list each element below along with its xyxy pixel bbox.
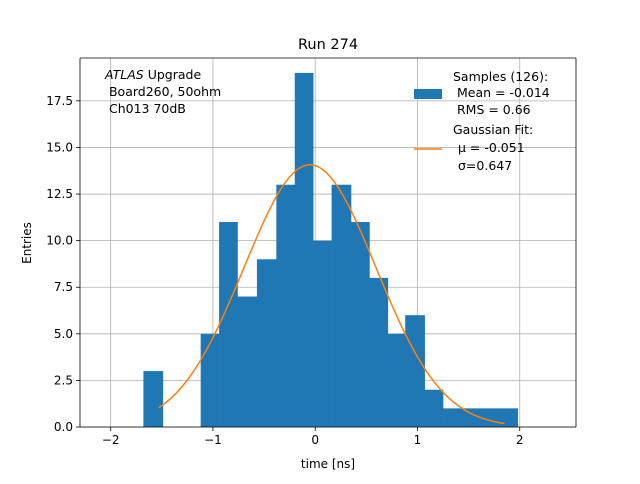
histogram-bar-7 (313, 240, 332, 427)
histogram-bar-6 (294, 72, 314, 427)
annotation-upgrade: Upgrade (144, 67, 202, 82)
y-tick-label-4: 10.0 (46, 234, 73, 248)
y-tick-label-1: 2.5 (54, 373, 73, 387)
y-tick-label-5: 12.5 (46, 187, 73, 201)
legend-histogram-swatch (414, 89, 442, 99)
histogram-bar-13 (424, 389, 444, 427)
x-tick-label-0: −2 (102, 433, 120, 447)
histogram-bar-4 (256, 259, 277, 427)
histogram-bar-8 (331, 184, 352, 427)
y-tick-label-0: 0.0 (54, 420, 73, 434)
legend-fit-label-line-2: μ = -0.051 (458, 140, 525, 155)
histogram-bar-1 (200, 333, 220, 427)
y-tick-label-3: 7.5 (54, 280, 73, 294)
legend-fit-label-line-1: Gaussian Fit: (453, 122, 533, 137)
x-tick-label-3: 1 (414, 433, 422, 447)
y-tick-label-7: 17.5 (46, 94, 73, 108)
histogram-bar-5 (276, 184, 296, 427)
histogram-bar-10 (369, 277, 389, 427)
y-axis-ticks: 0.0 2.5 5.0 7.5 10.0 12.5 15.0 17.5 (46, 94, 80, 434)
histogram-bar-2 (219, 222, 238, 427)
chart-title: Run 274 (298, 37, 358, 53)
annotation-atlas: ATLAS (104, 67, 144, 82)
legend: Samples (126): Mean = -0.014 RMS = 0.66 … (414, 69, 550, 173)
y-tick-label-2: 5.0 (54, 327, 73, 341)
x-tick-label-1: −1 (204, 433, 222, 447)
x-tick-label-2: 0 (311, 433, 319, 447)
y-axis-label: Entries (20, 222, 34, 264)
histogram-bar-3 (237, 296, 258, 427)
legend-histogram-label-line-2: Mean = -0.014 (453, 85, 550, 100)
x-axis-label: time [ns] (301, 457, 355, 471)
x-tick-label-4: 2 (516, 433, 524, 447)
axes-frame (79, 57, 577, 428)
info-annotation: ATLAS Upgrade Board260, 50ohm Ch013 70dB (104, 67, 221, 116)
histogram-bar-12 (405, 315, 425, 427)
histogram-bar-11 (387, 333, 406, 427)
gaussian-fit-curve (158, 164, 505, 425)
histogram-bars (143, 72, 519, 427)
legend-histogram-label-line-3: RMS = 0.66 (453, 102, 531, 117)
legend-fit-label-line-3: σ=0.647 (458, 158, 512, 173)
annotation-line-3: Ch013 70dB (105, 101, 186, 116)
histogram-bar-9 (351, 222, 370, 427)
x-axis-ticks: −2 −1 0 1 2 (102, 427, 524, 447)
annotation-line-2: Board260, 50ohm (105, 84, 221, 99)
histogram-bar-0 (143, 371, 164, 427)
annotation-line-1: ATLAS Upgrade (104, 67, 201, 82)
legend-histogram-label-line-1: Samples (126): (453, 69, 548, 84)
y-tick-label-6: 15.0 (46, 140, 73, 154)
